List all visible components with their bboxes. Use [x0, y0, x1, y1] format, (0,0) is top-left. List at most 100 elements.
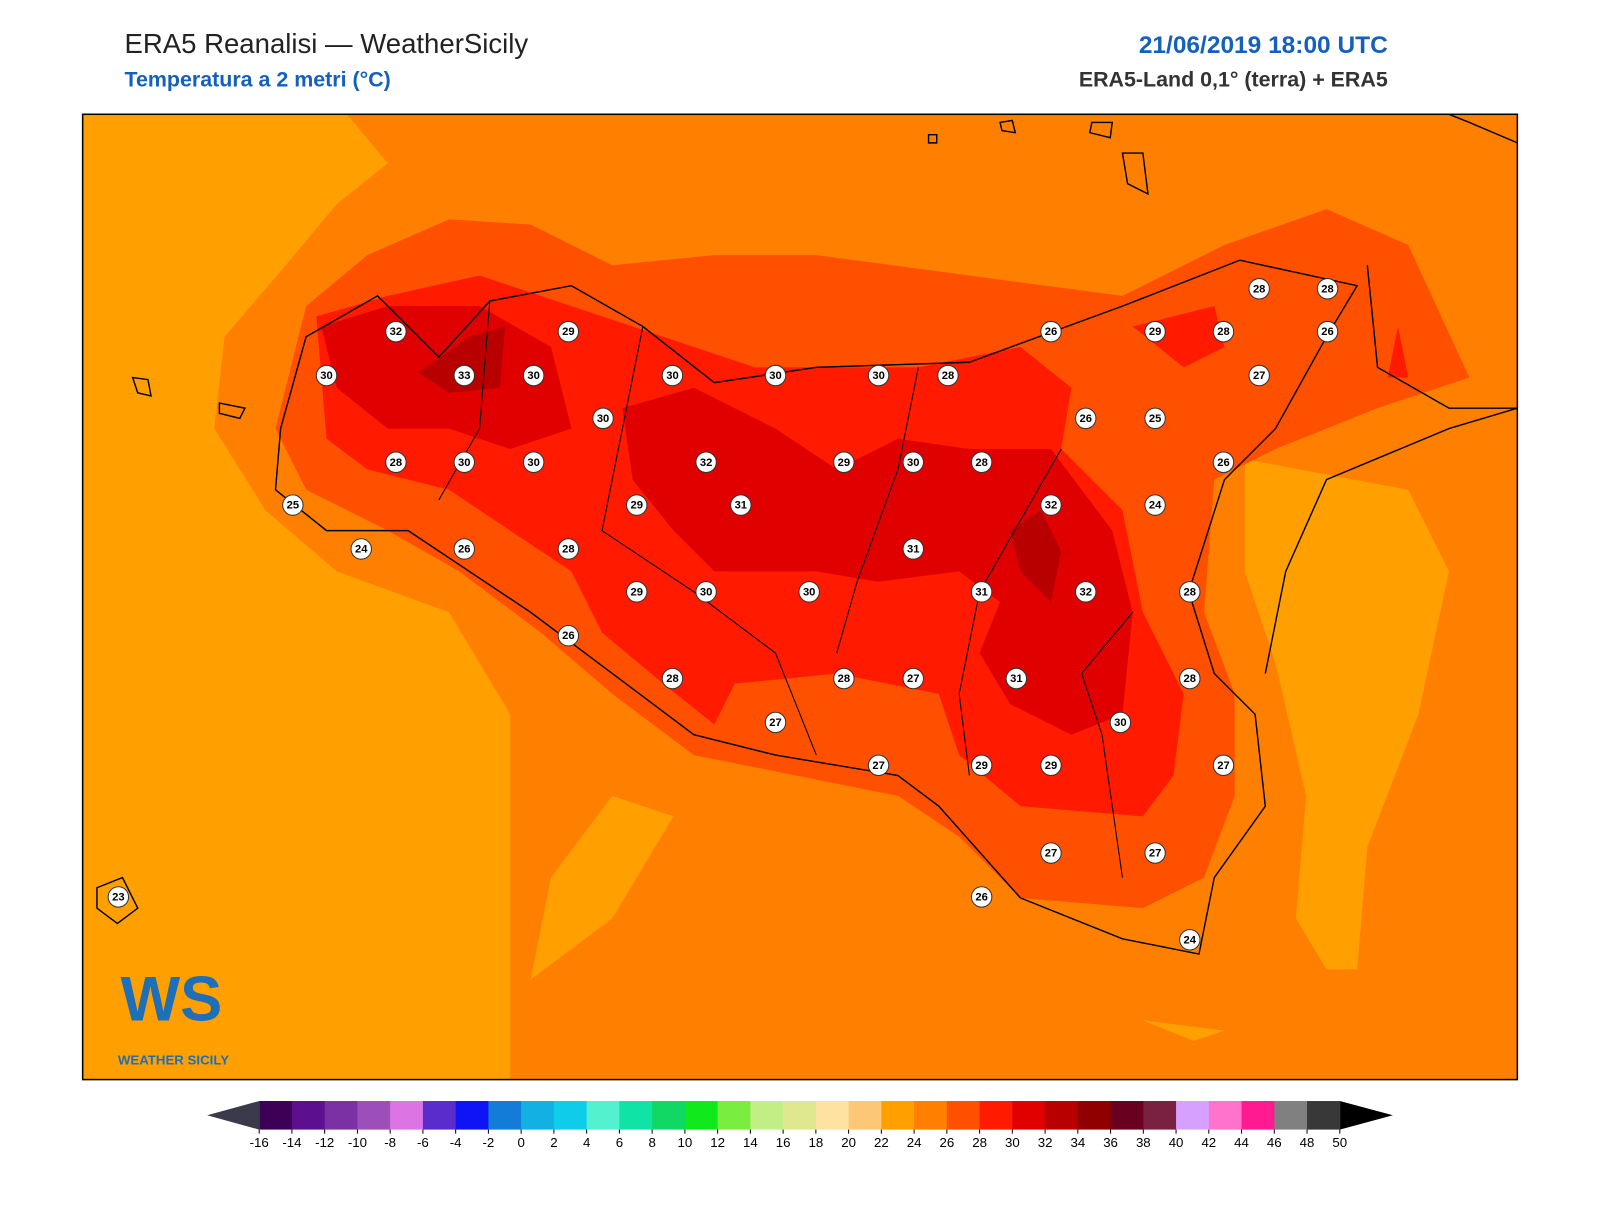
station-marker: [385, 320, 407, 343]
station-label: 30: [597, 413, 609, 425]
subtitle: Temperatura a 2 metri (°C): [124, 68, 390, 92]
station-marker: [1316, 320, 1339, 343]
station-label: 30: [527, 370, 539, 382]
station-label: 31: [975, 586, 987, 598]
station-marker: [970, 886, 993, 908]
station-marker: [902, 667, 924, 690]
colorbar-segment: [750, 1101, 784, 1130]
station-marker: [1248, 278, 1270, 300]
station-label: 25: [287, 500, 299, 512]
colorbar-tick-label: 14: [743, 1135, 758, 1150]
station-marker: [867, 364, 890, 387]
colorbar-tick-label: -2: [483, 1135, 495, 1150]
station-label: 32: [1079, 586, 1091, 598]
station-label: 23: [112, 891, 124, 903]
station-label: 30: [803, 586, 815, 598]
colorbar-segment: [848, 1101, 882, 1130]
station-label: 30: [907, 457, 919, 469]
station-label: 24: [1184, 934, 1197, 946]
station-label: 32: [1045, 500, 1057, 512]
station-label: 26: [1045, 326, 1057, 338]
station-label: 30: [666, 370, 678, 382]
colorbar-segment: [1012, 1101, 1046, 1130]
station-label: 28: [1184, 673, 1196, 685]
colorbar-tick-label: 30: [1005, 1135, 1020, 1150]
colorbar-tick-label: 12: [710, 1135, 725, 1150]
station-marker: [1040, 320, 1062, 343]
station-marker: [867, 754, 890, 777]
station-label: 29: [562, 326, 574, 338]
station-label: 33: [458, 370, 470, 382]
colorbar-segment: [488, 1101, 522, 1130]
station-marker: [385, 451, 407, 473]
station-marker: [1144, 320, 1166, 343]
station-label: 27: [1149, 848, 1161, 860]
colorbar-tick-label: 0: [517, 1135, 524, 1150]
colorbar-segment: [1307, 1101, 1341, 1130]
colorbar-segment: [946, 1101, 981, 1130]
colorbar-segment: [783, 1101, 817, 1130]
station-marker: [453, 451, 475, 473]
colorbar-segment: [684, 1101, 719, 1130]
station-marker: [1005, 667, 1028, 690]
colorbar-segment: [1208, 1101, 1243, 1130]
station-marker: [315, 364, 338, 387]
station-marker: [970, 581, 993, 603]
station-label: 28: [666, 673, 678, 685]
station-marker: [661, 364, 684, 387]
colorbar-segment: [1045, 1101, 1079, 1130]
station-label: 26: [1079, 413, 1091, 425]
colorbar-segment: [914, 1101, 948, 1130]
colorbar-tick-label: -10: [348, 1135, 367, 1150]
station-label: 27: [872, 760, 884, 772]
colorbar-tick-label: 36: [1103, 1135, 1118, 1150]
station-label: 26: [562, 630, 574, 642]
colorbar-tick-label: 4: [583, 1135, 590, 1150]
station-label: 28: [1217, 326, 1229, 338]
station-label: 30: [458, 457, 470, 469]
colorbar-segment: [619, 1101, 653, 1130]
station-marker: [1179, 929, 1201, 951]
station-label: 30: [527, 457, 539, 469]
colorbar-under: [207, 1101, 260, 1130]
station-marker: [661, 667, 684, 690]
colorbar: -16 -14 -12 -10 -8 -6 -4 -2 0 2 4 6 8 10 12 14 16 18 20 22 2…: [207, 1101, 1393, 1150]
station-label: 28: [975, 457, 987, 469]
source: ERA5-Land 0,1° (terra) + ERA5: [1079, 68, 1388, 92]
colorbar-segment: [1143, 1101, 1177, 1130]
station-marker: [764, 364, 787, 387]
station-label: 28: [838, 673, 850, 685]
station-label: 30: [769, 370, 781, 382]
station-marker: [453, 364, 475, 387]
station-label: 24: [1149, 500, 1162, 512]
station-label: 25: [1149, 413, 1161, 425]
station-marker: [1109, 711, 1132, 734]
station-label: 30: [1114, 717, 1126, 729]
station-marker: [902, 538, 924, 560]
title: ERA5 Reanalisi — WeatherSicily: [124, 28, 528, 59]
station-marker: [1040, 842, 1062, 864]
station-marker: [557, 625, 580, 647]
colorbar-segment: [717, 1101, 751, 1130]
colorbar-tick-label: -14: [282, 1135, 301, 1150]
station-marker: [902, 451, 924, 473]
station-label: 27: [907, 673, 919, 685]
colorbar-segment: [357, 1101, 391, 1130]
colorbar-segment: [881, 1101, 915, 1130]
colorbar-segment: [1176, 1101, 1210, 1130]
colorbar-segment: [455, 1101, 489, 1130]
station-marker: [626, 581, 648, 603]
station-marker: [453, 538, 475, 560]
station-label: 27: [1045, 848, 1057, 860]
colorbar-tick-label: 44: [1234, 1135, 1249, 1150]
station-marker: [833, 667, 855, 690]
colorbar-tick-label: 20: [841, 1135, 856, 1150]
colorbar-tick-label: 6: [616, 1135, 623, 1150]
colorbar-segment: [521, 1101, 555, 1130]
colorbar-segment: [324, 1101, 358, 1130]
colorbar-segment: [1274, 1101, 1308, 1130]
station-label: 26: [975, 891, 987, 903]
station-marker: [730, 494, 752, 516]
colorbar-tick-label: 16: [776, 1135, 791, 1150]
